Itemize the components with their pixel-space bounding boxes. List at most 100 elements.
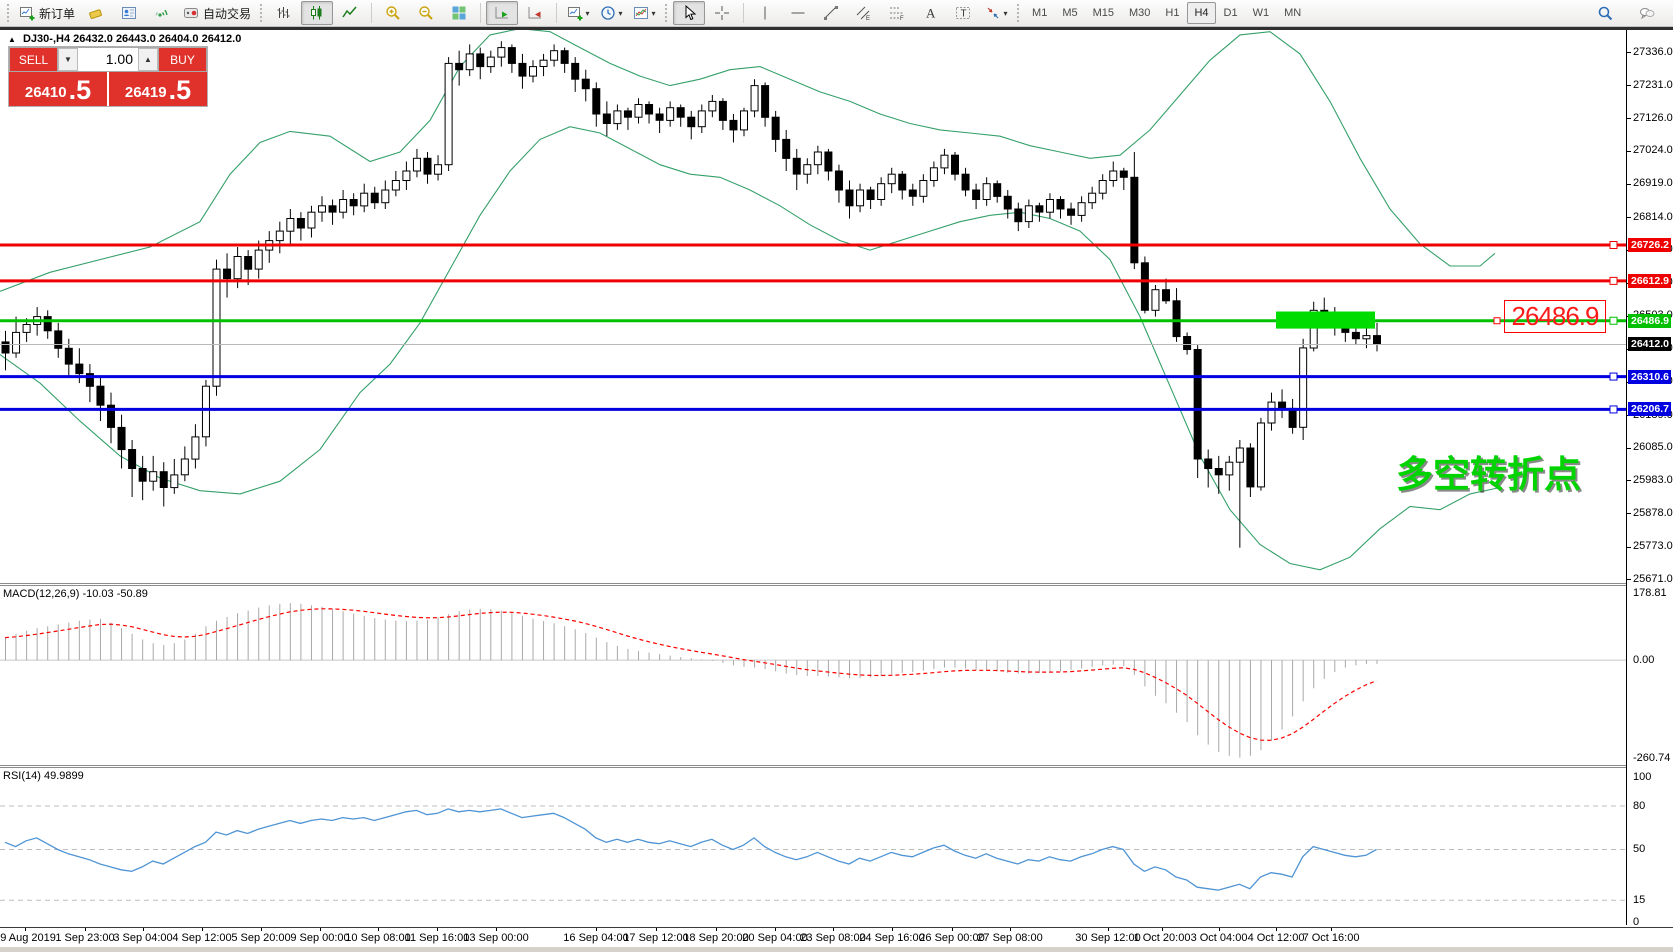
price-line-badge: 26310.6: [1628, 369, 1671, 384]
zoom-in-button[interactable]: [377, 1, 409, 25]
tile-windows-button[interactable]: [443, 1, 475, 25]
bars-icon: [276, 5, 292, 21]
cursor-button[interactable]: [673, 1, 706, 25]
rsi-indicator-canvas[interactable]: [0, 768, 1626, 925]
fibonacci-button[interactable]: F: [881, 1, 913, 25]
buy-price-button[interactable]: 26419 .5: [109, 72, 207, 106]
time-axis-label: 1 Oct 20:00: [1133, 932, 1191, 944]
highlight-rectangle[interactable]: [1276, 311, 1375, 329]
time-axis-label: 9 Sep 00:00: [290, 932, 350, 944]
sell-price-button[interactable]: 26410 .5: [9, 72, 107, 106]
candle-bearish: [961, 173, 970, 191]
panel-splitter-macd[interactable]: [0, 583, 1673, 586]
candlestick-chart-button[interactable]: [301, 1, 334, 25]
rsi-axis-label: 80: [1633, 799, 1646, 812]
time-axis[interactable]: 29 Aug 2019 1 Sep 23:00 3 Sep 04:00 4 Sep 1…: [0, 927, 1673, 947]
line-chart-button[interactable]: [334, 1, 366, 25]
time-axis-label: 24 Sep 16:00: [859, 932, 925, 944]
new-chart-button[interactable]: ▾: [562, 1, 594, 25]
candle-bearish: [1014, 208, 1023, 223]
zoom-out-button[interactable]: [410, 1, 442, 25]
horizontal-line-button[interactable]: [782, 1, 814, 25]
timeframe-button-m15[interactable]: M15: [1092, 7, 1114, 19]
candle-bearish: [845, 189, 854, 207]
candle-bearish: [866, 189, 875, 200]
svg-text:T: T: [961, 9, 967, 20]
equidistant-channel-button[interactable]: E: [848, 1, 880, 25]
volume-input[interactable]: 1.00: [105, 51, 133, 67]
collapse-triangle-icon[interactable]: ▲: [8, 35, 16, 44]
chart-shift-button[interactable]: [519, 1, 551, 25]
candle-bearish: [771, 116, 780, 140]
candle-bearish: [1183, 336, 1192, 350]
search-button[interactable]: [1589, 1, 1621, 25]
signals-button[interactable]: [146, 1, 178, 25]
eraser-button[interactable]: [80, 1, 112, 25]
panel-splitter-rsi[interactable]: [0, 765, 1673, 768]
price-tick-label: 26085.0: [1633, 441, 1673, 454]
time-tick-mark: [952, 928, 953, 931]
timeframe-button-m1[interactable]: M1: [1032, 7, 1048, 19]
period-dropdown-button[interactable]: ▾: [595, 1, 627, 25]
crosshair-button[interactable]: [706, 1, 738, 25]
price-axis[interactable]: 27336.0 27231.0 27126.0 27024.0 26919.0 26814…: [1626, 30, 1673, 928]
price-chart-canvas[interactable]: [0, 30, 1626, 583]
volume-increase-button[interactable]: ▲: [138, 48, 158, 71]
chat-button[interactable]: [1631, 1, 1663, 25]
candle-bullish: [929, 167, 938, 182]
toolbar-grip[interactable]: [1016, 3, 1022, 23]
profiles-button[interactable]: [113, 1, 145, 25]
candle-bearish: [117, 426, 126, 451]
autoscroll-icon: [494, 5, 510, 21]
chinese-annotation-text[interactable]: 多空转折点: [1396, 454, 1581, 495]
autotrading-button[interactable]: 自动交易: [179, 1, 255, 25]
vertical-line-button[interactable]: [749, 1, 781, 25]
toolbar-grip[interactable]: [664, 3, 670, 23]
toolbar-grip[interactable]: [259, 3, 265, 23]
search-icon: [1597, 5, 1613, 21]
timeframe-button-h4[interactable]: H4: [1187, 2, 1216, 24]
price-tick-mark: [1627, 150, 1631, 152]
candle-bearish: [223, 268, 232, 280]
candle-bullish: [613, 110, 622, 125]
timeframe-button-d1[interactable]: D1: [1223, 7, 1238, 19]
sell-button[interactable]: SELL: [9, 47, 58, 72]
timeframe-button-m30[interactable]: M30: [1129, 7, 1151, 19]
crosshair-icon: [714, 5, 730, 21]
candle-bullish: [982, 183, 991, 200]
hline-icon: [790, 5, 806, 21]
candle-bearish: [718, 100, 727, 121]
indicators-dropdown-button[interactable]: ▾: [628, 1, 660, 25]
candle-bearish: [85, 373, 94, 387]
timeframe-button-m5[interactable]: M5: [1062, 7, 1078, 19]
trendline-icon: [823, 5, 839, 21]
auto-scroll-button[interactable]: [486, 1, 519, 25]
time-axis-label: 26 Sep 00:00: [919, 932, 985, 944]
time-axis-label: 3 Oct 04:00: [1190, 932, 1248, 944]
trendline-button[interactable]: [815, 1, 847, 25]
candle-bearish: [571, 62, 580, 80]
text-button[interactable]: A: [914, 1, 946, 25]
toolbar-grip[interactable]: [6, 3, 11, 23]
macd-indicator-canvas[interactable]: [0, 586, 1626, 765]
price-annotation-box[interactable]: 26486.9: [1504, 300, 1606, 333]
macd-axis-label: 0.00: [1633, 653, 1655, 666]
signal-icon: [154, 5, 170, 21]
macd-axis-label: -260.74: [1633, 751, 1671, 764]
text-label-button[interactable]: T: [947, 1, 979, 25]
candle-bearish: [75, 363, 84, 375]
bar-chart-button[interactable]: [268, 1, 300, 25]
new-order-button[interactable]: 新订单: [15, 1, 79, 25]
arrows-icon: [985, 5, 1001, 21]
candle-bullish: [1299, 347, 1308, 428]
timeframe-button-h1[interactable]: H1: [1165, 7, 1180, 19]
volume-decrease-button[interactable]: ▼: [58, 48, 78, 71]
candle-bearish: [1246, 447, 1255, 488]
timeframe-button-w1[interactable]: W1: [1252, 7, 1270, 19]
line-handle: [1609, 276, 1618, 285]
timeframe-button-mn[interactable]: MN: [1284, 7, 1302, 19]
time-tick-mark: [437, 928, 438, 931]
chart-plus-icon: [567, 5, 583, 21]
buy-button[interactable]: BUY: [158, 47, 207, 72]
arrows-button[interactable]: ▾: [980, 1, 1012, 25]
